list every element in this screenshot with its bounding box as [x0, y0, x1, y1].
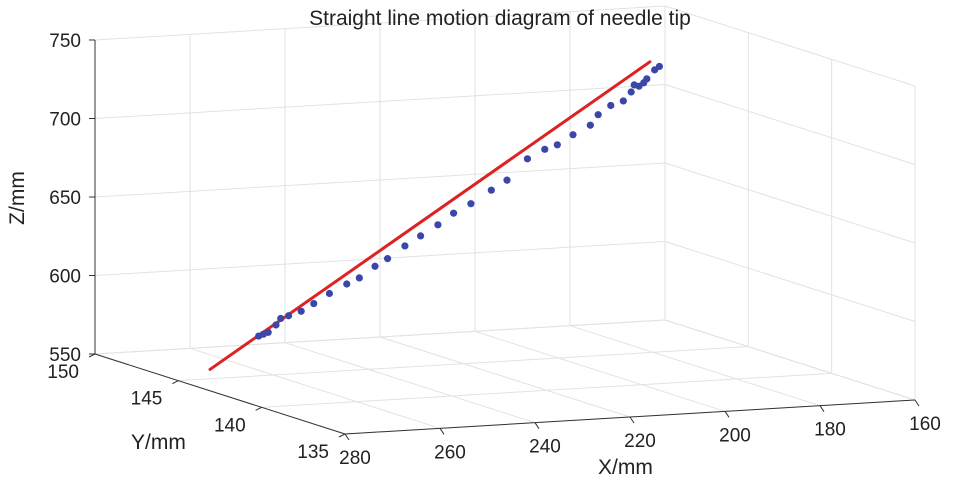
- z-tick-label: 550: [49, 345, 81, 366]
- grid-layer: [94, 5, 916, 435]
- floor-grid-line: [284, 342, 536, 424]
- floor-grid-line: [474, 330, 726, 412]
- x-tick-mark: [914, 399, 920, 407]
- data-point: [277, 314, 285, 323]
- x-tick-mark: [439, 428, 445, 435]
- y-tick-label: 145: [131, 389, 163, 410]
- x-tick-label: 200: [719, 425, 751, 446]
- data-point: [487, 186, 495, 194]
- floor-grid-line: [189, 347, 441, 429]
- data-point: [371, 262, 379, 270]
- data-point: [449, 209, 458, 217]
- x-tick-mark: [344, 433, 350, 441]
- floor-grid-line: [178, 346, 749, 382]
- z-tick-label: 600: [49, 267, 81, 288]
- side-wall-grid-line: [664, 84, 916, 165]
- data-point: [434, 221, 442, 229]
- data-point: [607, 101, 615, 110]
- data-point: [284, 312, 293, 320]
- data-point: [619, 97, 627, 105]
- floor-grid-line: [569, 325, 821, 407]
- floor-grid-line: [261, 372, 832, 408]
- data-point: [586, 121, 594, 129]
- x-tick-label: 180: [814, 420, 846, 441]
- side-wall-grid-line: [664, 162, 916, 244]
- z-tick-label: 650: [49, 188, 81, 209]
- x-tick-label: 260: [434, 442, 466, 463]
- data-point: [355, 274, 363, 282]
- x-axis-label: X/mm: [598, 456, 653, 479]
- data-point: [523, 155, 532, 163]
- back-wall-grid-line: [94, 241, 666, 276]
- x-tick-label: 240: [529, 437, 561, 458]
- data-point: [503, 176, 511, 184]
- y-axis-label: Y/mm: [131, 431, 186, 454]
- data-point: [343, 280, 351, 288]
- z-axis-label: Z/mm: [6, 171, 29, 225]
- data-point: [467, 200, 475, 208]
- x-tick-label: 220: [624, 431, 656, 452]
- data-point: [310, 299, 318, 308]
- y-tick-label: 135: [297, 442, 329, 463]
- floor-grid-line: [379, 336, 631, 418]
- z-tick-label: 700: [49, 110, 81, 131]
- data-point: [643, 75, 651, 83]
- data-layer: [208, 60, 664, 371]
- x-tick-label: 160: [909, 414, 941, 435]
- back-wall-grid-line: [94, 84, 666, 119]
- data-point: [325, 289, 334, 298]
- y-tick-mark: [255, 406, 262, 411]
- chart-title: Straight line motion diagram of needle t…: [309, 7, 691, 30]
- side-wall-grid-line: [664, 5, 916, 87]
- data-point: [553, 141, 561, 149]
- data-point: [401, 242, 409, 250]
- tick-labels: 280 260 240 220 200 180 160 150 145 140 135 750 700 6…: [47, 31, 941, 469]
- y-tick-label: 140: [214, 415, 246, 436]
- data-point: [627, 88, 635, 96]
- back-wall-grid-line: [94, 319, 666, 355]
- data-point: [416, 232, 425, 240]
- data-point: [383, 255, 392, 263]
- data-point: [272, 321, 280, 329]
- data-point: [594, 111, 602, 119]
- x-tick-mark: [629, 416, 635, 424]
- y-tick-label: 150: [47, 362, 79, 383]
- back-wall-grid-line: [94, 162, 666, 198]
- y-tick-mark: [172, 380, 179, 385]
- y-axis-line: [94, 353, 346, 435]
- side-wall-grid-line: [664, 319, 916, 401]
- axis-layer: [88, 39, 920, 441]
- data-point: [569, 131, 577, 139]
- data-point: [541, 145, 549, 153]
- x-tick-mark: [724, 411, 730, 418]
- x-tick-label: 280: [339, 448, 371, 469]
- z-tick-label: 750: [49, 31, 81, 52]
- y-tick-mark: [338, 433, 346, 438]
- back-wall-grid-line: [94, 5, 666, 41]
- side-wall-grid-line: [664, 241, 916, 322]
- data-point: [297, 307, 305, 315]
- data-point: [264, 328, 272, 336]
- data-point: [655, 62, 664, 71]
- x-tick-mark: [819, 405, 825, 412]
- x-tick-mark: [534, 422, 540, 429]
